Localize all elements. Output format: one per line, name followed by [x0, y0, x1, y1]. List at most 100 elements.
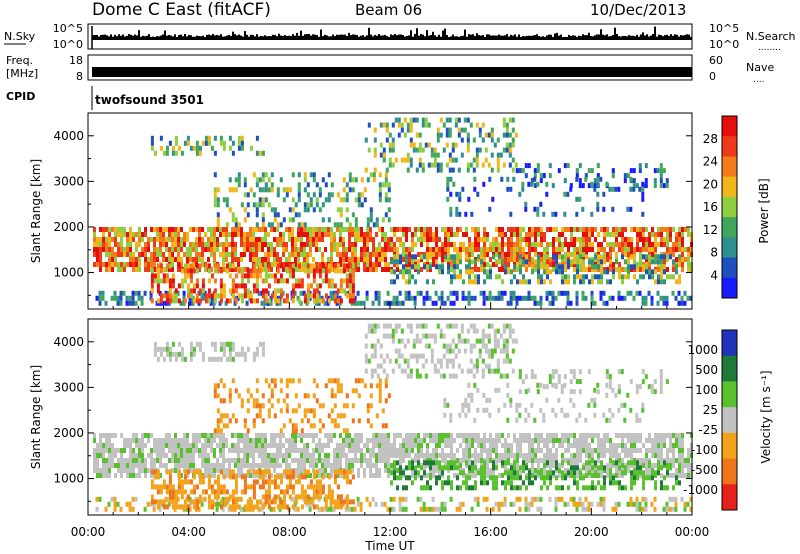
echo-cell: [264, 463, 267, 468]
echo-cell: [384, 267, 387, 272]
nsky-bar: [424, 36, 426, 40]
echo-cell: [408, 443, 411, 448]
echo-cell: [117, 247, 120, 252]
echo-cell: [432, 257, 435, 262]
echo-cell: [213, 252, 216, 257]
echo-cell: [644, 501, 648, 507]
echo-cell: [530, 181, 534, 187]
echo-cell: [213, 288, 217, 294]
echo-cell: [117, 468, 120, 473]
echo-cell: [617, 290, 621, 296]
echo-cell: [575, 173, 579, 179]
echo-cell: [180, 504, 184, 510]
echo-cell: [306, 288, 310, 294]
echo-cell: [363, 453, 366, 458]
echo-cell: [566, 501, 570, 507]
echo-cell: [132, 262, 135, 267]
echo-cell: [511, 117, 515, 123]
echo-cell: [687, 262, 690, 267]
echo-cell: [471, 279, 474, 285]
echo-cell: [572, 501, 576, 507]
echo-cell: [210, 433, 213, 438]
echo-cell: [192, 242, 195, 247]
echo-cell: [171, 448, 174, 453]
echo-cell: [567, 242, 570, 247]
echo-cell: [222, 267, 225, 272]
echo-cell: [597, 264, 600, 270]
echo-cell: [93, 453, 96, 458]
echo-cell: [129, 232, 132, 237]
echo-cell: [534, 247, 537, 252]
echo-cell: [207, 227, 210, 232]
echo-cell: [687, 247, 690, 252]
echo-cell: [405, 448, 408, 453]
echo-cell: [228, 252, 231, 257]
echo-cell: [464, 295, 468, 301]
echo-cell: [300, 283, 304, 289]
echo-cell: [417, 259, 420, 265]
echo-cell: [404, 290, 408, 296]
echo-cell: [282, 187, 286, 193]
echo-cell: [594, 257, 597, 262]
echo-cell: [384, 453, 387, 458]
echo-cell: [261, 212, 265, 218]
echo-cell: [243, 242, 246, 247]
echo-cell: [489, 269, 492, 275]
echo-cell: [210, 468, 213, 473]
echo-cell: [207, 140, 211, 146]
echo-cell: [221, 496, 225, 502]
echo-cell: [321, 268, 325, 274]
echo-cell: [502, 132, 506, 138]
freq-tick-top: 18: [69, 54, 83, 67]
echo-cell: [273, 499, 277, 505]
echo-cell: [641, 186, 645, 192]
echo-cell: [483, 443, 486, 448]
echo-cell: [497, 290, 501, 296]
echo-cell: [621, 279, 624, 285]
echo-cell: [611, 173, 615, 179]
echo-cell: [594, 274, 597, 280]
colorbar-frame: [721, 115, 738, 299]
date-title: 10/Dec/2013: [590, 1, 686, 19]
echo-cell: [555, 453, 558, 458]
echo-cell: [240, 237, 243, 242]
echo-cell: [156, 227, 159, 232]
echo-cell: [663, 433, 666, 438]
nsky-bar: [458, 36, 460, 40]
nsky-bar: [198, 36, 200, 40]
echo-cell: [246, 433, 249, 438]
nsky-bar: [534, 35, 536, 40]
echo-cell: [639, 257, 642, 262]
echo-cell: [615, 448, 618, 453]
echo-cell: [390, 227, 393, 232]
echo-cell: [475, 157, 479, 163]
echo-cell: [563, 178, 567, 184]
echo-cell: [267, 252, 270, 257]
echo-cell: [675, 247, 678, 252]
echo-cell: [411, 264, 414, 270]
echo-cell: [282, 494, 286, 500]
echo-cell: [119, 506, 123, 512]
echo-cell: [528, 232, 531, 237]
echo-cell: [540, 279, 543, 285]
echo-cell: [663, 242, 666, 247]
echo-cell: [243, 438, 246, 443]
echo-cell: [297, 252, 300, 257]
echo-cell: [312, 232, 315, 237]
echo-cell: [98, 300, 102, 306]
echo-cell: [243, 288, 247, 294]
echo-cell: [222, 197, 226, 203]
echo-cell: [483, 433, 486, 438]
echo-cell: [414, 438, 417, 443]
echo-cell: [267, 443, 270, 448]
nsky-bar: [390, 34, 392, 40]
echo-cell: [186, 268, 190, 274]
echo-cell: [186, 283, 190, 289]
echo-cell: [449, 300, 453, 306]
echo-cell: [243, 504, 247, 510]
echo-cell: [195, 443, 198, 448]
echo-cell: [300, 458, 303, 463]
echo-cell: [564, 237, 567, 242]
echo-cell: [183, 263, 187, 269]
echo-cell: [285, 262, 288, 267]
